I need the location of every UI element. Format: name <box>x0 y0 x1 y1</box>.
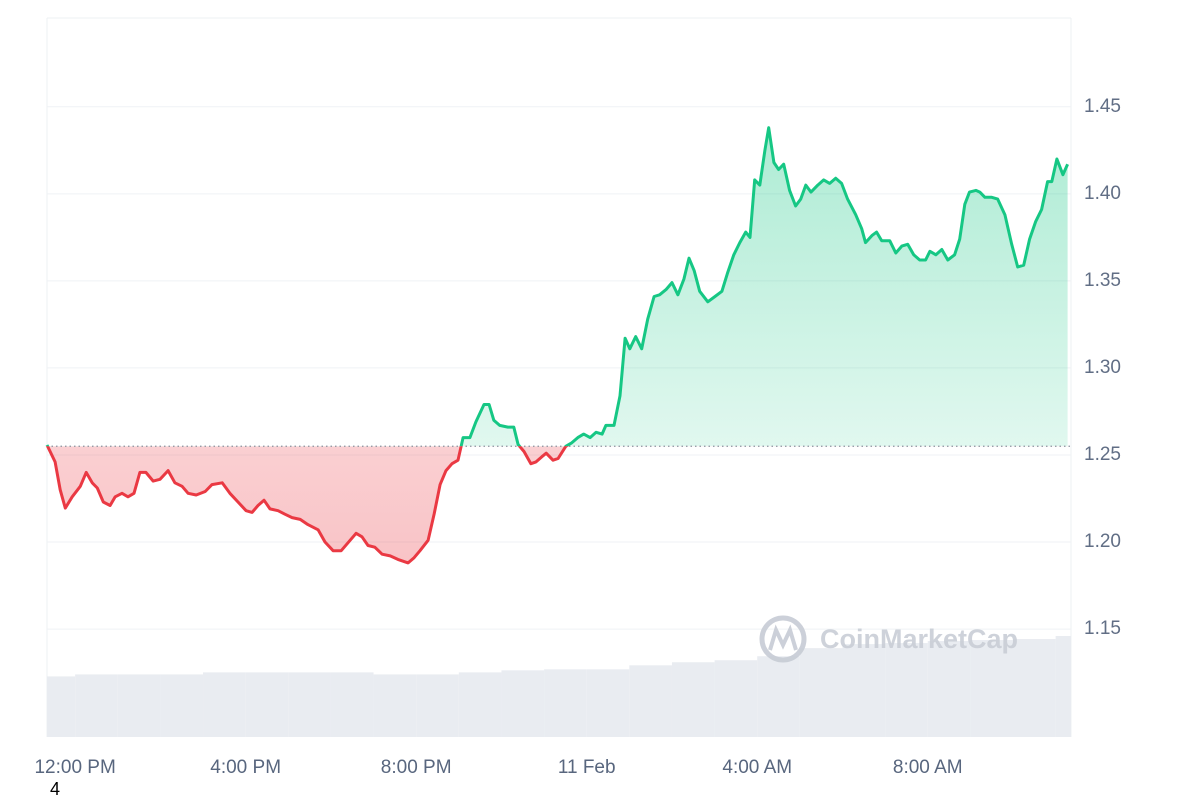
volume-bar <box>757 656 800 737</box>
volume-bar <box>458 672 502 737</box>
volume <box>47 636 1071 737</box>
y-tick-label: 1.20 <box>1084 531 1121 552</box>
volume-bar <box>245 672 289 737</box>
y-tick-label: 1.35 <box>1084 270 1121 291</box>
x-tick-label: 12:00 PM <box>34 757 115 778</box>
volume-bar <box>160 674 204 737</box>
volume-bar <box>416 674 459 737</box>
volume-bar <box>1013 639 1056 737</box>
volume-bar <box>47 676 76 737</box>
watermark-logo <box>759 615 807 663</box>
price-line-up <box>45 126 1069 447</box>
area-up <box>47 127 1068 447</box>
y-tick-label: 1.40 <box>1084 183 1121 204</box>
volume-bar <box>885 643 928 737</box>
volume-bar <box>714 660 758 737</box>
volume-bar <box>799 648 843 737</box>
x-tick-label: 4:00 AM <box>722 757 792 778</box>
volume-bar <box>330 672 374 737</box>
price-line-down <box>45 446 569 565</box>
volume-bar <box>586 669 630 737</box>
volume-bar <box>1055 636 1071 737</box>
watermark: CoinMarketCap <box>759 615 1018 663</box>
volume-bar <box>288 672 331 737</box>
volume-bar <box>501 670 545 737</box>
y-tick-label: 1.30 <box>1084 357 1121 378</box>
y-tick-label: 1.15 <box>1084 618 1121 639</box>
plot <box>45 126 1071 565</box>
volume-bar <box>75 674 118 737</box>
volume-bar <box>671 662 715 737</box>
x-tick-label: 8:00 PM <box>381 757 452 778</box>
volume-bar <box>970 640 1014 737</box>
area-down <box>47 446 566 563</box>
x-tick-label: 4:00 PM <box>210 757 281 778</box>
y-tick-label: 1.45 <box>1084 96 1121 117</box>
volume-bar <box>117 674 161 737</box>
volume-bar <box>629 665 672 737</box>
watermark-text: CoinMarketCap <box>820 624 1018 654</box>
volume-bar <box>927 641 971 737</box>
y-tick-label: 1.25 <box>1084 444 1121 465</box>
volume-bar <box>203 672 246 737</box>
volume-bar <box>544 669 587 737</box>
note: 4 <box>50 779 60 799</box>
x-tick-label: 8:00 AM <box>893 757 963 778</box>
x-tick-label: 11 Feb <box>558 757 616 778</box>
volume-bar <box>842 644 886 737</box>
watermark-logo-mark <box>768 624 798 651</box>
volume-bar <box>373 674 417 737</box>
